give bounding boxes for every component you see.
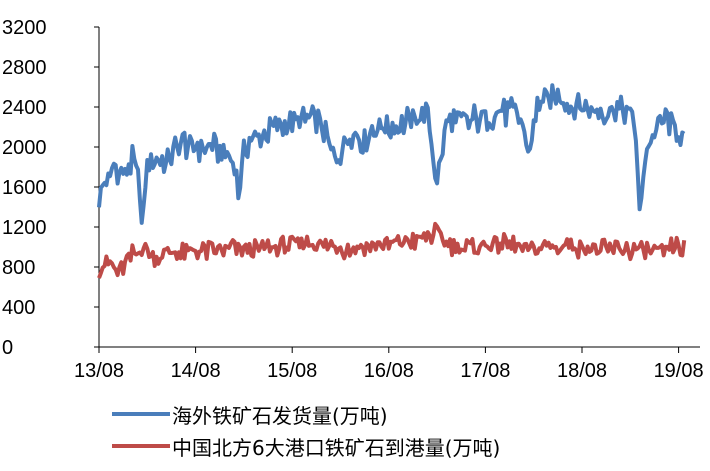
series-lines [97, 83, 687, 279]
legend-label: 海外铁矿石发货量(万吨) [172, 403, 388, 428]
chart-area: 0 400 800 1200 1600 2000 2400 2800 3200 13/08 14/… [2, 17, 704, 382]
legend: 海外铁矿石发货量(万吨) 中国北方6大港口铁矿石到港量(万吨) [112, 398, 500, 462]
y-tick-label: 0 [2, 337, 13, 359]
y-tick-label: 2800 [2, 57, 47, 79]
x-tick-label: 19/08 [654, 360, 704, 382]
y-tick-label: 400 [2, 297, 35, 319]
legend-item-port-arrivals: 中国北方6大港口铁矿石到港量(万吨) [112, 430, 500, 462]
x-tick-label: 16/08 [364, 360, 414, 382]
y-tick-label: 2400 [2, 97, 47, 119]
y-axis: 0 400 800 1200 1600 2000 2400 2800 3200 [2, 17, 100, 359]
series-line-1 [97, 221, 687, 279]
x-tick-label: 18/08 [557, 360, 607, 382]
x-tick-label: 15/08 [267, 360, 317, 382]
x-axis: 13/08 14/08 15/08 16/08 17/08 18/08 19/08 [74, 346, 704, 382]
x-tick-label: 14/08 [171, 360, 221, 382]
y-tick-label: 1200 [2, 217, 47, 239]
y-tick-label: 2000 [2, 137, 47, 159]
legend-swatch-blue [112, 412, 170, 416]
y-tick-label: 1600 [2, 177, 47, 199]
x-tick-label: 13/08 [74, 360, 124, 382]
series-line-0 [97, 83, 686, 225]
legend-item-overseas-shipments: 海外铁矿石发货量(万吨) [112, 398, 500, 430]
x-tick-label: 17/08 [460, 360, 510, 382]
legend-swatch-red [112, 444, 170, 448]
legend-label: 中国北方6大港口铁矿石到港量(万吨) [172, 435, 501, 460]
y-tick-label: 800 [2, 257, 35, 279]
y-tick-label: 3200 [2, 17, 47, 39]
